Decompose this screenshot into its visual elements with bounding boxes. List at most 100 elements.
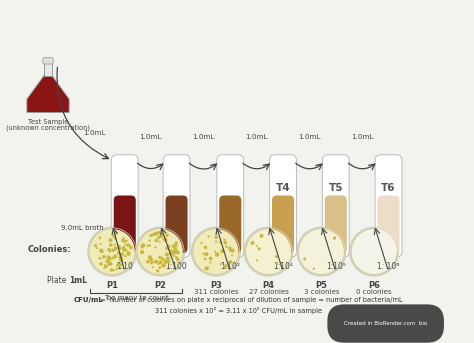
Circle shape bbox=[250, 241, 255, 245]
Circle shape bbox=[174, 244, 177, 247]
Circle shape bbox=[161, 263, 165, 267]
Circle shape bbox=[171, 251, 174, 255]
Circle shape bbox=[90, 229, 135, 274]
Circle shape bbox=[224, 241, 227, 245]
Circle shape bbox=[169, 251, 173, 256]
Circle shape bbox=[121, 238, 125, 242]
Circle shape bbox=[164, 238, 167, 242]
Text: Test Sample: Test Sample bbox=[28, 119, 68, 125]
Circle shape bbox=[256, 259, 258, 261]
Circle shape bbox=[228, 246, 232, 250]
Circle shape bbox=[156, 260, 158, 262]
Circle shape bbox=[157, 262, 160, 265]
Circle shape bbox=[171, 249, 173, 252]
Circle shape bbox=[99, 257, 100, 259]
Circle shape bbox=[118, 264, 121, 266]
FancyBboxPatch shape bbox=[322, 155, 349, 257]
Circle shape bbox=[215, 240, 217, 243]
Circle shape bbox=[118, 264, 121, 268]
Circle shape bbox=[141, 243, 145, 247]
FancyBboxPatch shape bbox=[219, 196, 241, 253]
Circle shape bbox=[119, 258, 123, 261]
Circle shape bbox=[151, 233, 155, 236]
Circle shape bbox=[161, 257, 164, 261]
Text: T1: T1 bbox=[118, 183, 132, 193]
Circle shape bbox=[119, 256, 123, 260]
Circle shape bbox=[223, 238, 226, 241]
Circle shape bbox=[176, 251, 180, 255]
Circle shape bbox=[223, 265, 227, 269]
Circle shape bbox=[101, 250, 104, 253]
Circle shape bbox=[123, 237, 125, 239]
Text: 1.0mL: 1.0mL bbox=[139, 134, 162, 140]
Text: T5: T5 bbox=[328, 183, 343, 193]
Circle shape bbox=[159, 262, 161, 263]
Text: P2: P2 bbox=[154, 281, 166, 290]
Circle shape bbox=[135, 227, 185, 276]
Text: P5: P5 bbox=[315, 281, 328, 290]
Circle shape bbox=[193, 229, 238, 274]
Circle shape bbox=[113, 255, 117, 258]
Circle shape bbox=[333, 236, 336, 240]
Circle shape bbox=[112, 234, 115, 237]
Circle shape bbox=[165, 252, 169, 257]
Circle shape bbox=[154, 232, 158, 236]
Circle shape bbox=[107, 262, 110, 266]
Circle shape bbox=[260, 234, 264, 238]
Circle shape bbox=[124, 255, 127, 257]
FancyBboxPatch shape bbox=[270, 155, 296, 257]
Circle shape bbox=[209, 261, 211, 263]
Circle shape bbox=[104, 264, 106, 266]
Circle shape bbox=[96, 247, 98, 249]
Circle shape bbox=[107, 255, 111, 259]
Circle shape bbox=[173, 245, 175, 247]
Circle shape bbox=[114, 244, 116, 246]
Circle shape bbox=[157, 231, 161, 234]
Circle shape bbox=[127, 252, 131, 256]
Text: P3: P3 bbox=[210, 281, 222, 290]
Text: 311 colonies: 311 colonies bbox=[193, 289, 238, 295]
Circle shape bbox=[149, 234, 152, 237]
Text: Too many to count: Too many to count bbox=[104, 295, 169, 301]
Text: 1.0mL: 1.0mL bbox=[83, 130, 105, 137]
Circle shape bbox=[115, 268, 118, 270]
Circle shape bbox=[127, 251, 129, 253]
Circle shape bbox=[129, 246, 133, 249]
Circle shape bbox=[99, 249, 103, 253]
Text: T3: T3 bbox=[223, 183, 237, 193]
Circle shape bbox=[167, 260, 170, 263]
Text: 1:10⁵: 1:10⁵ bbox=[326, 262, 346, 271]
Circle shape bbox=[201, 242, 203, 244]
Circle shape bbox=[158, 256, 162, 259]
Circle shape bbox=[154, 261, 157, 264]
Circle shape bbox=[215, 252, 219, 257]
Circle shape bbox=[109, 250, 111, 253]
Circle shape bbox=[112, 257, 115, 260]
Text: 1:10²: 1:10² bbox=[220, 262, 240, 271]
Circle shape bbox=[152, 266, 154, 268]
Text: 1.0mL: 1.0mL bbox=[351, 134, 374, 140]
Circle shape bbox=[99, 262, 103, 266]
Circle shape bbox=[174, 249, 178, 253]
Circle shape bbox=[173, 254, 175, 257]
Circle shape bbox=[119, 263, 122, 265]
Circle shape bbox=[255, 245, 257, 247]
Circle shape bbox=[165, 247, 168, 250]
Circle shape bbox=[127, 251, 128, 253]
Circle shape bbox=[231, 254, 233, 256]
Circle shape bbox=[113, 236, 116, 238]
Circle shape bbox=[109, 268, 113, 272]
FancyBboxPatch shape bbox=[111, 155, 138, 257]
Circle shape bbox=[109, 238, 112, 242]
Circle shape bbox=[158, 266, 161, 269]
FancyBboxPatch shape bbox=[377, 196, 400, 253]
Circle shape bbox=[99, 257, 101, 260]
Circle shape bbox=[204, 267, 208, 270]
Circle shape bbox=[140, 250, 144, 254]
Circle shape bbox=[140, 245, 144, 249]
Circle shape bbox=[109, 262, 112, 265]
Circle shape bbox=[172, 245, 175, 248]
Circle shape bbox=[155, 260, 158, 263]
Circle shape bbox=[349, 227, 399, 276]
Circle shape bbox=[175, 256, 178, 259]
